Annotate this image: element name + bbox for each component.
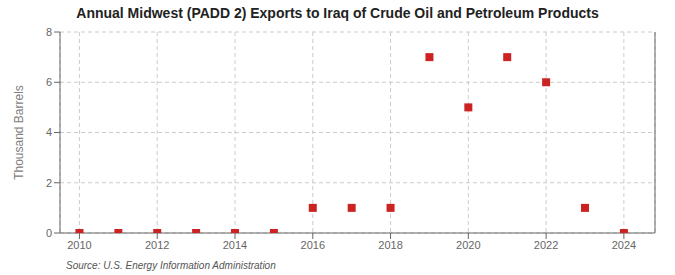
svg-text:2022: 2022 bbox=[534, 239, 558, 251]
svg-text:4: 4 bbox=[46, 126, 52, 138]
svg-text:8: 8 bbox=[46, 26, 52, 38]
html-text:Annual Midwest (PADD 2) Export: Annual Midwest (PADD 2) Exports to Iraq … bbox=[76, 5, 599, 21]
svg-text:6: 6 bbox=[46, 76, 52, 88]
svg-text:0: 0 bbox=[46, 227, 52, 239]
svg-text:2016: 2016 bbox=[301, 239, 325, 251]
svg-text:2010: 2010 bbox=[67, 239, 91, 251]
svg-text:2024: 2024 bbox=[612, 239, 636, 251]
svg-text:2020: 2020 bbox=[456, 239, 480, 251]
svg-text:2012: 2012 bbox=[145, 239, 169, 251]
html-text:Source: U.S. Energy Informatio: Source: U.S. Energy Information Administ… bbox=[66, 260, 276, 271]
svg-text:2018: 2018 bbox=[378, 239, 402, 251]
svg-text:2014: 2014 bbox=[223, 239, 247, 251]
svg-text:2: 2 bbox=[46, 177, 52, 189]
svg-text:Thousand Barrels: Thousand Barrels bbox=[12, 85, 26, 180]
